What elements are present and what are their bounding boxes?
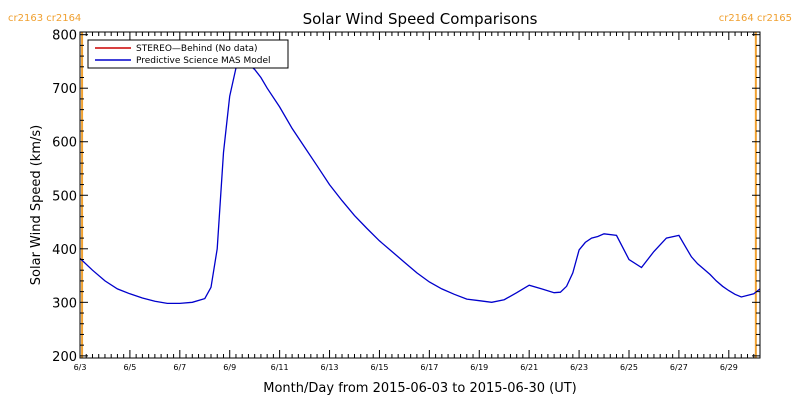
x-tick-label: 6/11 [271,363,289,372]
x-tick-label: 6/27 [670,363,688,372]
y-tick-label: 700 [52,82,77,97]
y-tick-label: 300 [52,296,77,311]
x-tick-label: 6/21 [520,363,538,372]
carrington-labels: cr2163 cr2164 cr2164 cr2165 [8,13,792,24]
y-axis: 200 300 400 500 600 700 800 [52,29,760,365]
x-tick-label: 6/7 [173,363,186,372]
chart-title: Solar Wind Speed Comparisons [303,10,538,28]
x-tick-label: 6/29 [720,363,738,372]
x-tick-label: 6/23 [570,363,588,372]
y-tick-label: 800 [52,29,77,44]
carrington-label: cr2164 cr2165 [719,13,792,24]
x-tick-label: 6/3 [74,363,87,372]
x-tick-label: 6/19 [470,363,488,372]
x-tick-label: 6/9 [223,363,236,372]
x-tick-label: 6/17 [420,363,438,372]
x-axis: 6/3 6/5 6/7 6/9 6/11 6/13 6/15 6/17 6/19 6/21 6/23… [74,32,761,372]
y-tick-label: 400 [52,243,77,258]
series-line-mas-model [79,59,761,305]
series-lines [79,59,761,305]
legend-label-mas: Predictive Science MAS Model [136,56,271,66]
y-axis-label: Solar Wind Speed (km/s) [29,125,44,285]
x-tick-label: 6/15 [370,363,388,372]
y-tick-label: 200 [52,350,77,365]
legend: STEREO—Behind (No data) Predictive Scien… [87,39,289,69]
x-tick-label: 6/13 [321,363,339,372]
y-tick-label: 500 [52,189,77,204]
x-tick-label: 6/25 [620,363,638,372]
legend-box [87,39,289,69]
x-axis-label: Month/Day from 2015-06-03 to 2015-06-30 … [263,381,576,396]
y-tick-label: 600 [52,136,77,151]
x-tick-label: 6/5 [123,363,136,372]
legend-label-stereo: STEREO—Behind (No data) [136,44,258,54]
carrington-label: cr2163 cr2164 [8,13,81,24]
